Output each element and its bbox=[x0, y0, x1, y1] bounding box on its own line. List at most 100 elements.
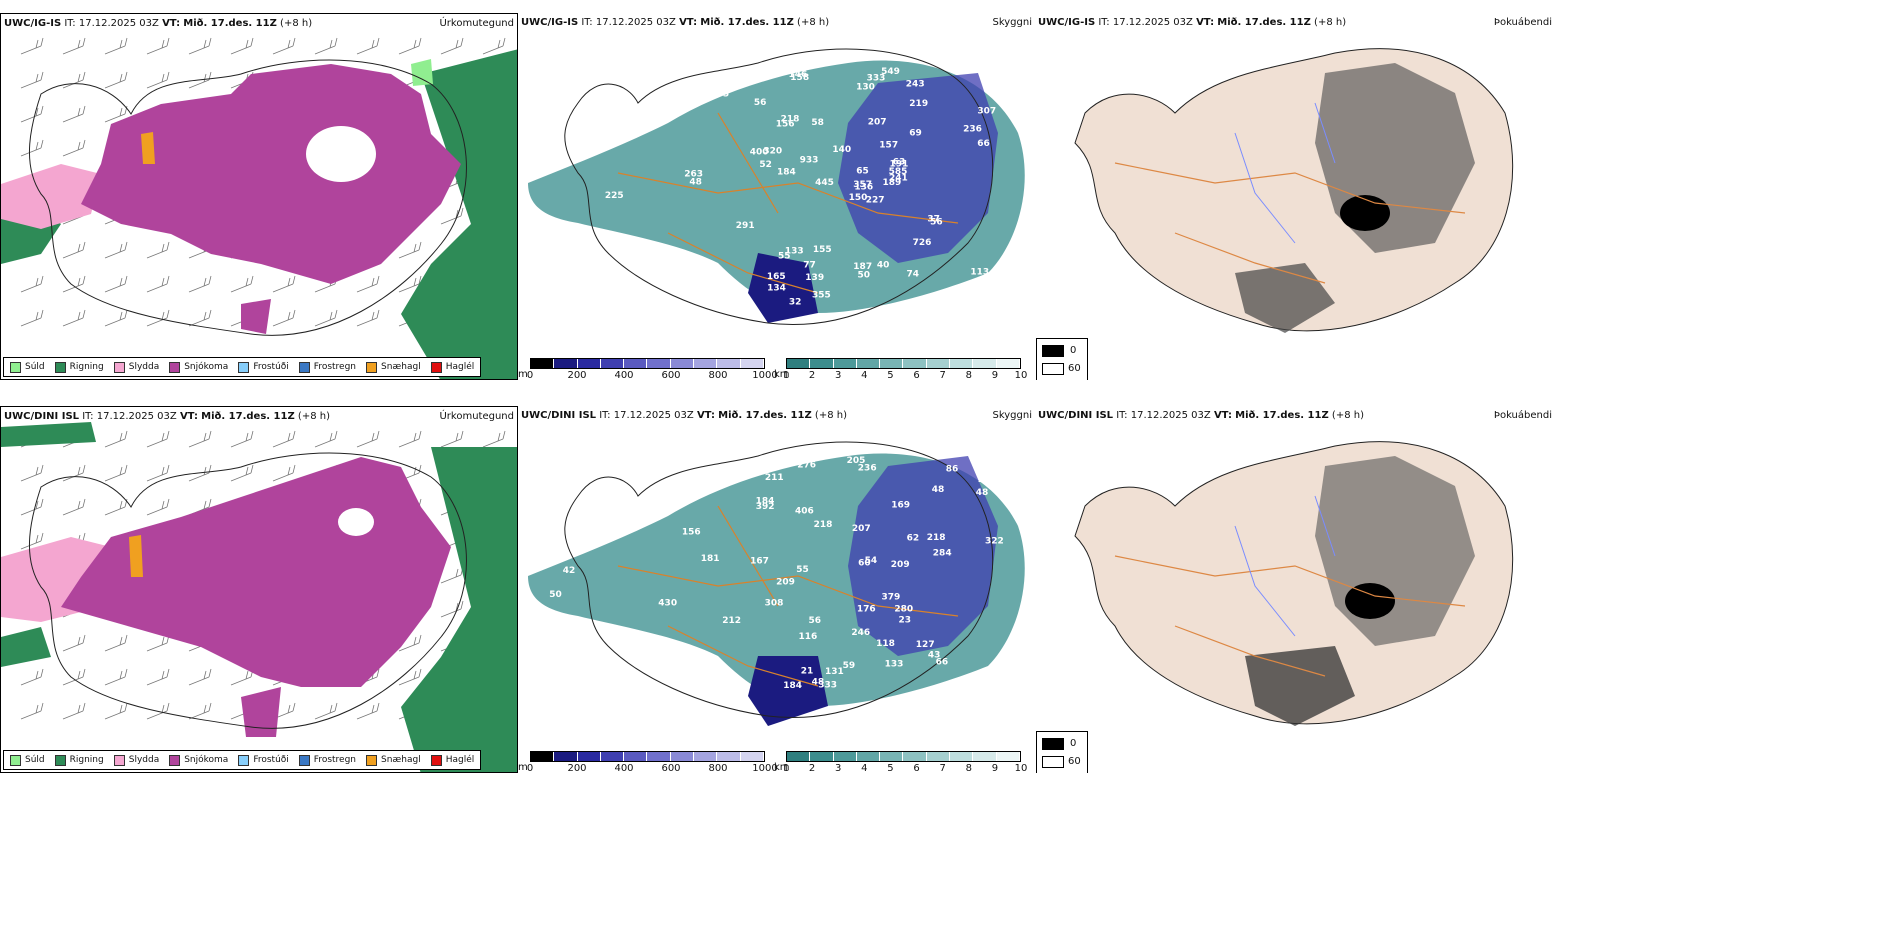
precip-panel-label: Úrkomutegund bbox=[439, 18, 514, 29]
rain-area-west bbox=[1, 627, 51, 667]
cloud-panel-bottom: UWC/DINI ISL IT: 17.12.2025 03Z VT: Mið.… bbox=[518, 406, 1035, 773]
wind-barb bbox=[482, 37, 506, 55]
colorbar-tick: 6 bbox=[913, 763, 920, 773]
colorbar-bin bbox=[600, 752, 625, 761]
wind-barb bbox=[20, 105, 44, 123]
colorbar-tick: 0 bbox=[526, 763, 534, 773]
wind-barb bbox=[62, 37, 86, 55]
wind-barb bbox=[104, 634, 128, 652]
cloud-base-label: 60 bbox=[858, 559, 871, 569]
colorbar-bin bbox=[670, 359, 695, 368]
roads bbox=[1114, 555, 1466, 677]
colorbar-tick: 8 bbox=[965, 763, 972, 773]
cloud-base-label: 50 bbox=[549, 590, 562, 600]
cloud-base-label: 246 bbox=[851, 628, 870, 638]
panel-title: UWC/IG-IS IT: 17.12.2025 03Z VT: Mið. 17… bbox=[1038, 17, 1347, 28]
colorbar-tick: 0 bbox=[526, 370, 534, 380]
cloud-base-label: 56 bbox=[809, 616, 822, 626]
cloudbase-colorbar: 0 200 400 600 800 1000 m bbox=[518, 358, 778, 380]
cloud-base-label: 191 bbox=[768, 66, 787, 76]
colorbar-tick: 1 bbox=[782, 370, 790, 380]
colorbar-bin bbox=[600, 359, 625, 368]
legend-item: Snæhagl bbox=[366, 361, 421, 373]
cloud-base-label: 181 bbox=[701, 554, 720, 564]
colorbar-bin bbox=[531, 752, 555, 761]
wind-barb bbox=[272, 309, 296, 327]
cloud-base-label: 205 bbox=[847, 456, 866, 466]
sleet-area bbox=[1, 164, 101, 229]
cloud-base-label: 291 bbox=[736, 221, 755, 231]
snow-gap bbox=[306, 126, 376, 182]
colorbar-tick: 6 bbox=[913, 370, 920, 380]
colorbar-tick: 2 bbox=[808, 370, 816, 380]
legend-item: Slydda bbox=[113, 361, 159, 373]
panel-title: UWC/DINI ISL IT: 17.12.2025 03Z VT: Mið.… bbox=[521, 410, 847, 421]
cloud-base-label: 549 bbox=[881, 67, 900, 77]
colorbar-bin bbox=[647, 752, 671, 761]
wind-barb bbox=[20, 139, 44, 157]
cloud-panel-label: Skyggni bbox=[992, 17, 1032, 28]
cloud-base-label: 133 bbox=[785, 247, 804, 257]
wind-barb bbox=[62, 275, 86, 293]
cloudbase-colorbar: 0 200 400 600 800 1000 m bbox=[518, 751, 778, 773]
graupel-spot bbox=[129, 535, 143, 577]
wind-barb bbox=[146, 241, 170, 259]
drizzle-spot bbox=[411, 59, 433, 86]
colorbar-bin bbox=[787, 752, 811, 761]
colorbar-bin bbox=[926, 359, 951, 368]
cloud-base-label: 400 bbox=[750, 147, 769, 157]
colorbar-bin bbox=[880, 359, 904, 368]
cloud-base-label: 209 bbox=[776, 578, 795, 588]
colorbar-tick: 800 bbox=[708, 763, 728, 773]
snow-area bbox=[61, 457, 451, 687]
cloud-base-label: 62 bbox=[907, 534, 920, 544]
cloud-base-label: 354 bbox=[697, 87, 716, 97]
cloud-base-label: 133 bbox=[885, 660, 904, 670]
wind-barb bbox=[398, 668, 422, 686]
cloudbase-area-east bbox=[838, 73, 998, 263]
fog-map bbox=[1074, 441, 1514, 726]
cloud-base-label: 130 bbox=[856, 83, 875, 93]
wind-barb bbox=[62, 634, 86, 652]
legend-item: Súld bbox=[10, 361, 45, 373]
wind-barb bbox=[272, 464, 296, 482]
wind-barb bbox=[146, 37, 170, 55]
legend-item: Snjókoma bbox=[169, 754, 228, 766]
wind-barb bbox=[146, 71, 170, 89]
wind-barb bbox=[20, 532, 44, 550]
wind-barb bbox=[20, 275, 44, 293]
wind-barb bbox=[356, 309, 380, 327]
wind-barb bbox=[104, 309, 128, 327]
cloud-base-label: 56 bbox=[930, 218, 943, 228]
rain-area-east bbox=[401, 49, 517, 379]
precip-map bbox=[1, 37, 517, 379]
cloud-panel-label: Skyggni bbox=[992, 410, 1032, 421]
colorbar-bin bbox=[810, 359, 834, 368]
cloud-base-label: 284 bbox=[933, 548, 952, 558]
cloud-base-label: 120 bbox=[954, 293, 973, 303]
cloud-base-label: 243 bbox=[906, 79, 925, 89]
fog-dark-south bbox=[1235, 263, 1335, 333]
legend-item: Frostregn bbox=[298, 754, 356, 766]
wind-barb bbox=[188, 309, 212, 327]
colorbar-tick: 2 bbox=[808, 763, 816, 773]
wind-barb bbox=[62, 702, 86, 720]
precip-legend: Súld Rigning Slydda Snjókoma Frostúði Fr… bbox=[3, 750, 482, 770]
cloudbase-area-south bbox=[748, 253, 818, 323]
cloud-base-label: 374 bbox=[936, 694, 955, 704]
wind-barb bbox=[272, 430, 296, 448]
colorbar-bin bbox=[694, 359, 718, 368]
cloud-base-label: 43 bbox=[928, 650, 941, 660]
cloud-base-label: 63 bbox=[893, 157, 906, 167]
wind-barb bbox=[104, 241, 128, 259]
cloud-base-label: 59 bbox=[843, 661, 856, 671]
cloud-base-label: 263 bbox=[684, 170, 703, 180]
cloud-base-label: 150 bbox=[849, 193, 868, 203]
colorbar-bin bbox=[554, 359, 578, 368]
precip-panel-label: Úrkomutegund bbox=[439, 411, 514, 422]
cloud-base-labels: 167 236 218 121 184 212 209 169 207 86 54 181 205 392… bbox=[549, 456, 1004, 703]
wind-barb bbox=[440, 566, 464, 584]
wind-barb bbox=[104, 464, 128, 482]
wind-barb bbox=[62, 139, 86, 157]
wind-barb bbox=[356, 275, 380, 293]
